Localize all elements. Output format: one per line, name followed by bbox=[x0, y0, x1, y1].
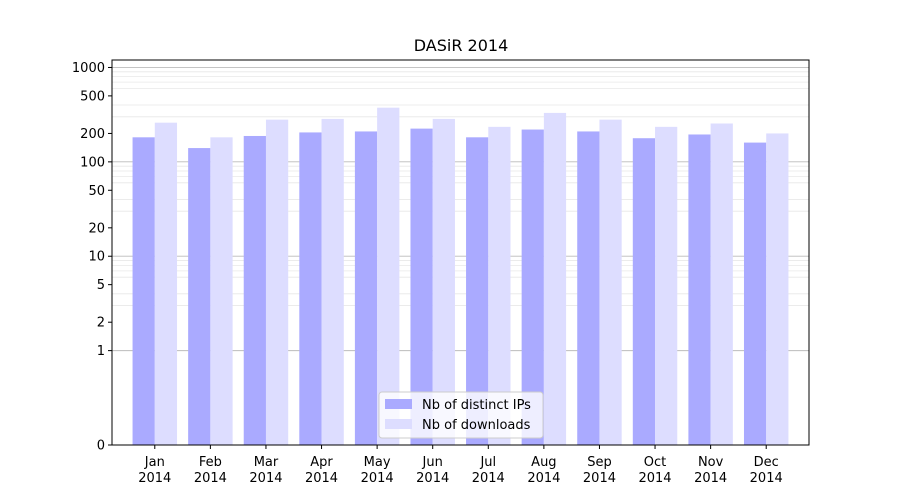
bar-downloads-feb bbox=[210, 137, 233, 446]
x-tick-label-month: Jul bbox=[479, 455, 496, 470]
bar-distinct-ips-feb bbox=[188, 148, 211, 445]
x-tick-label-month: Oct bbox=[644, 455, 666, 470]
x-tick-label-year: 2014 bbox=[361, 471, 394, 486]
x-tick-label-year: 2014 bbox=[305, 471, 338, 486]
plot-frame bbox=[111, 59, 810, 446]
y-axis: 0 1 2 5 10 20 50 100 200 500 1000 bbox=[72, 61, 112, 454]
bar-downloads-dec bbox=[766, 133, 789, 445]
x-axis: Jan2014Feb2014Mar2014Apr2014May2014Jun20… bbox=[138, 445, 783, 486]
x-tick-label-year: 2014 bbox=[138, 471, 171, 486]
y-tick-label: 10 bbox=[88, 250, 105, 265]
x-tick-label-month: May bbox=[364, 455, 391, 470]
x-tick-label-month: Apr bbox=[310, 455, 333, 470]
x-tick-label-year: 2014 bbox=[194, 471, 227, 486]
bar-distinct-ips-jul bbox=[466, 137, 489, 446]
legend: Nb of distinct IPs Nb of downloads bbox=[378, 391, 544, 439]
y-tick-label: 50 bbox=[88, 184, 105, 199]
bar-distinct-ips-dec bbox=[743, 142, 767, 445]
x-tick-label-year: 2014 bbox=[249, 471, 282, 486]
legend-label-downloads: Nb of downloads bbox=[422, 418, 531, 433]
x-tick-label-year: 2014 bbox=[416, 471, 449, 486]
bar-downloads-may bbox=[377, 107, 400, 445]
x-tick-label-month: Feb bbox=[199, 455, 222, 470]
bar-downloads-jun bbox=[432, 118, 455, 446]
x-tick-label-month: Sep bbox=[587, 455, 612, 470]
y-tick-label: 1000 bbox=[72, 61, 105, 76]
y-tick-label: 100 bbox=[80, 155, 105, 170]
x-tick-label-year: 2014 bbox=[583, 471, 616, 486]
bar-distinct-ips-may bbox=[354, 131, 378, 445]
x-tick-label-year: 2014 bbox=[472, 471, 505, 486]
bar-distinct-ips-jan bbox=[132, 137, 155, 446]
y-tick-label: 500 bbox=[80, 89, 105, 104]
bar-downloads-apr bbox=[321, 118, 344, 446]
y-tick-label: 5 bbox=[97, 278, 105, 293]
bar-downloads-aug bbox=[543, 112, 567, 446]
legend-label-distinct-ips: Nb of distinct IPs bbox=[422, 398, 531, 413]
legend-swatch-downloads bbox=[385, 419, 412, 429]
x-tick-label-month: Jun bbox=[422, 455, 443, 470]
bar-distinct-ips-sep bbox=[577, 131, 600, 445]
bar-distinct-ips-aug bbox=[521, 129, 544, 446]
legend-swatch-distinct-ips bbox=[385, 399, 412, 409]
bar-downloads-sep bbox=[599, 119, 622, 445]
x-tick-label-year: 2014 bbox=[527, 471, 560, 486]
y-tick-label: 1 bbox=[97, 344, 105, 359]
bar-downloads-mar bbox=[265, 119, 289, 445]
bar-downloads-oct bbox=[655, 126, 678, 445]
bar-distinct-ips-mar bbox=[243, 135, 266, 445]
x-tick-label-year: 2014 bbox=[638, 471, 671, 486]
x-tick-label-month: Aug bbox=[531, 455, 556, 470]
x-tick-label-year: 2014 bbox=[694, 471, 727, 486]
bar-distinct-ips-jun bbox=[410, 128, 433, 446]
x-tick-label-month: Mar bbox=[254, 455, 279, 470]
x-tick-label-year: 2014 bbox=[750, 471, 783, 486]
bar-downloads-jul bbox=[488, 126, 511, 445]
x-tick-label-month: Dec bbox=[754, 455, 779, 470]
chart-title: DASiR 2014 bbox=[414, 36, 509, 55]
y-tick-label: 20 bbox=[88, 221, 105, 236]
bar-distinct-ips-nov bbox=[688, 134, 711, 445]
bar-downloads-nov bbox=[710, 123, 733, 446]
bar-distinct-ips-apr bbox=[299, 132, 322, 445]
x-tick-label-month: Jan bbox=[144, 455, 165, 470]
y-tick-label: 0 bbox=[97, 439, 105, 454]
bar-downloads-jan bbox=[154, 122, 178, 446]
y-tick-label: 2 bbox=[97, 316, 105, 331]
bar-distinct-ips-oct bbox=[632, 138, 656, 445]
legend-box bbox=[378, 391, 544, 439]
bars bbox=[132, 107, 789, 446]
y-tick-label: 200 bbox=[80, 127, 105, 142]
x-tick-label-month: Nov bbox=[698, 455, 724, 470]
